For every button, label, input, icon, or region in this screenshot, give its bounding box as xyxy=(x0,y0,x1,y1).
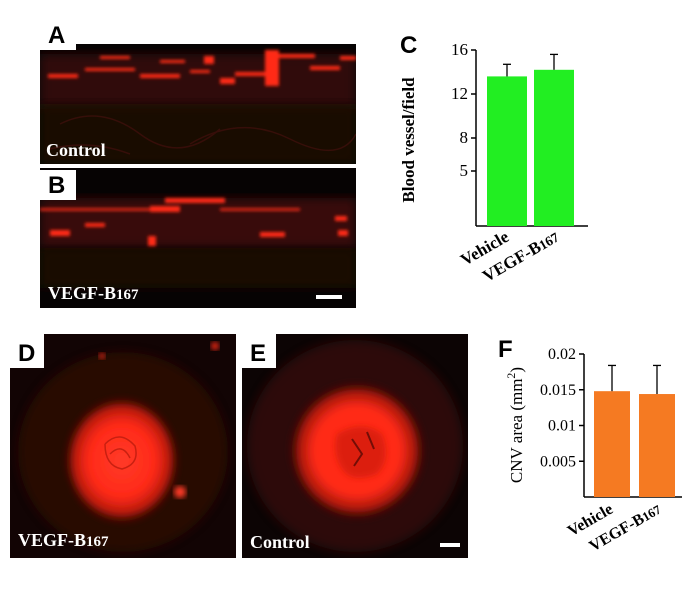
x-tick-label: VEGF-B167 xyxy=(479,227,562,286)
x-tick-label: Vehicle xyxy=(457,227,512,270)
y-tick-label: 0.01 xyxy=(548,418,576,435)
panel-b-label-main: VEGF-B xyxy=(48,283,117,303)
y-axis-label: Blood vessel/field xyxy=(399,77,418,203)
x-tick-label-main: VEGF-B xyxy=(479,237,544,286)
panel-e-letter-box xyxy=(242,334,276,368)
y-tick-label: 8 xyxy=(460,128,469,147)
y-axis-label-main: Blood vessel/field xyxy=(399,77,418,203)
micrograph-panel-b xyxy=(40,168,356,308)
bar-vegf-b167 xyxy=(534,69,574,226)
y-axis-label: CNV area (mm2) xyxy=(504,367,526,483)
micrograph-panel-a xyxy=(40,44,356,164)
bar-vegf-b167 xyxy=(639,394,675,497)
x-tick-label: Vehicle xyxy=(565,501,616,540)
panel-d-label-sub: 167 xyxy=(86,534,109,550)
y-tick-label: 5 xyxy=(460,161,469,180)
micrograph-panel-d xyxy=(10,334,236,558)
micrograph-a-image xyxy=(40,44,356,164)
panel-c-letter: C xyxy=(400,32,418,59)
x-tick-label-main: Vehicle xyxy=(565,501,616,540)
x-tick-label: VEGF-B167 xyxy=(587,500,665,555)
y-axis-label-end: ) xyxy=(507,367,526,373)
panel-d-letter: D xyxy=(18,340,36,367)
panel-d-label: VEGF-B167 xyxy=(18,530,109,551)
panel-f-letter: F xyxy=(498,336,513,363)
panel-d-letter-box xyxy=(10,334,44,368)
panel-b-label-sub: 167 xyxy=(116,287,139,303)
x-tick-label-main: Vehicle xyxy=(457,227,512,270)
panel-b-letter: B xyxy=(48,172,66,199)
y-tick-label: 12 xyxy=(451,84,468,103)
panel-d-label-main: VEGF-B xyxy=(18,530,87,550)
micrograph-d-image xyxy=(10,334,236,558)
scale-bar-e xyxy=(440,543,460,547)
micrograph-e-image xyxy=(242,334,468,558)
x-tick-label-main: VEGF-B xyxy=(587,510,648,555)
scale-bar-b xyxy=(316,295,342,299)
micrograph-panel-e xyxy=(242,334,468,558)
x-tick-label-sub: 167 xyxy=(640,502,664,524)
y-tick-label: 0.02 xyxy=(548,346,576,363)
y-axis-label-sup: 2 xyxy=(504,373,518,379)
y-tick-label: 0.015 xyxy=(540,382,576,399)
y-tick-label: 16 xyxy=(451,40,468,59)
panel-e-label: Control xyxy=(250,532,310,552)
panel-a-letter-box xyxy=(40,20,76,50)
panel-a-label: Control xyxy=(46,140,106,160)
bar-vehicle xyxy=(487,76,527,227)
bar-vehicle xyxy=(594,391,630,497)
panel-b-label: VEGF-B167 xyxy=(48,283,139,304)
x-tick-label-sub: 167 xyxy=(536,230,561,253)
panel-e-letter: E xyxy=(250,340,267,367)
y-tick-label: 0.005 xyxy=(540,453,576,470)
panel-a-letter: A xyxy=(48,22,66,49)
micrograph-b-image xyxy=(40,168,356,308)
panel-b-letter-box xyxy=(40,170,76,200)
y-axis-label-main: CNV area (mm xyxy=(507,379,526,484)
